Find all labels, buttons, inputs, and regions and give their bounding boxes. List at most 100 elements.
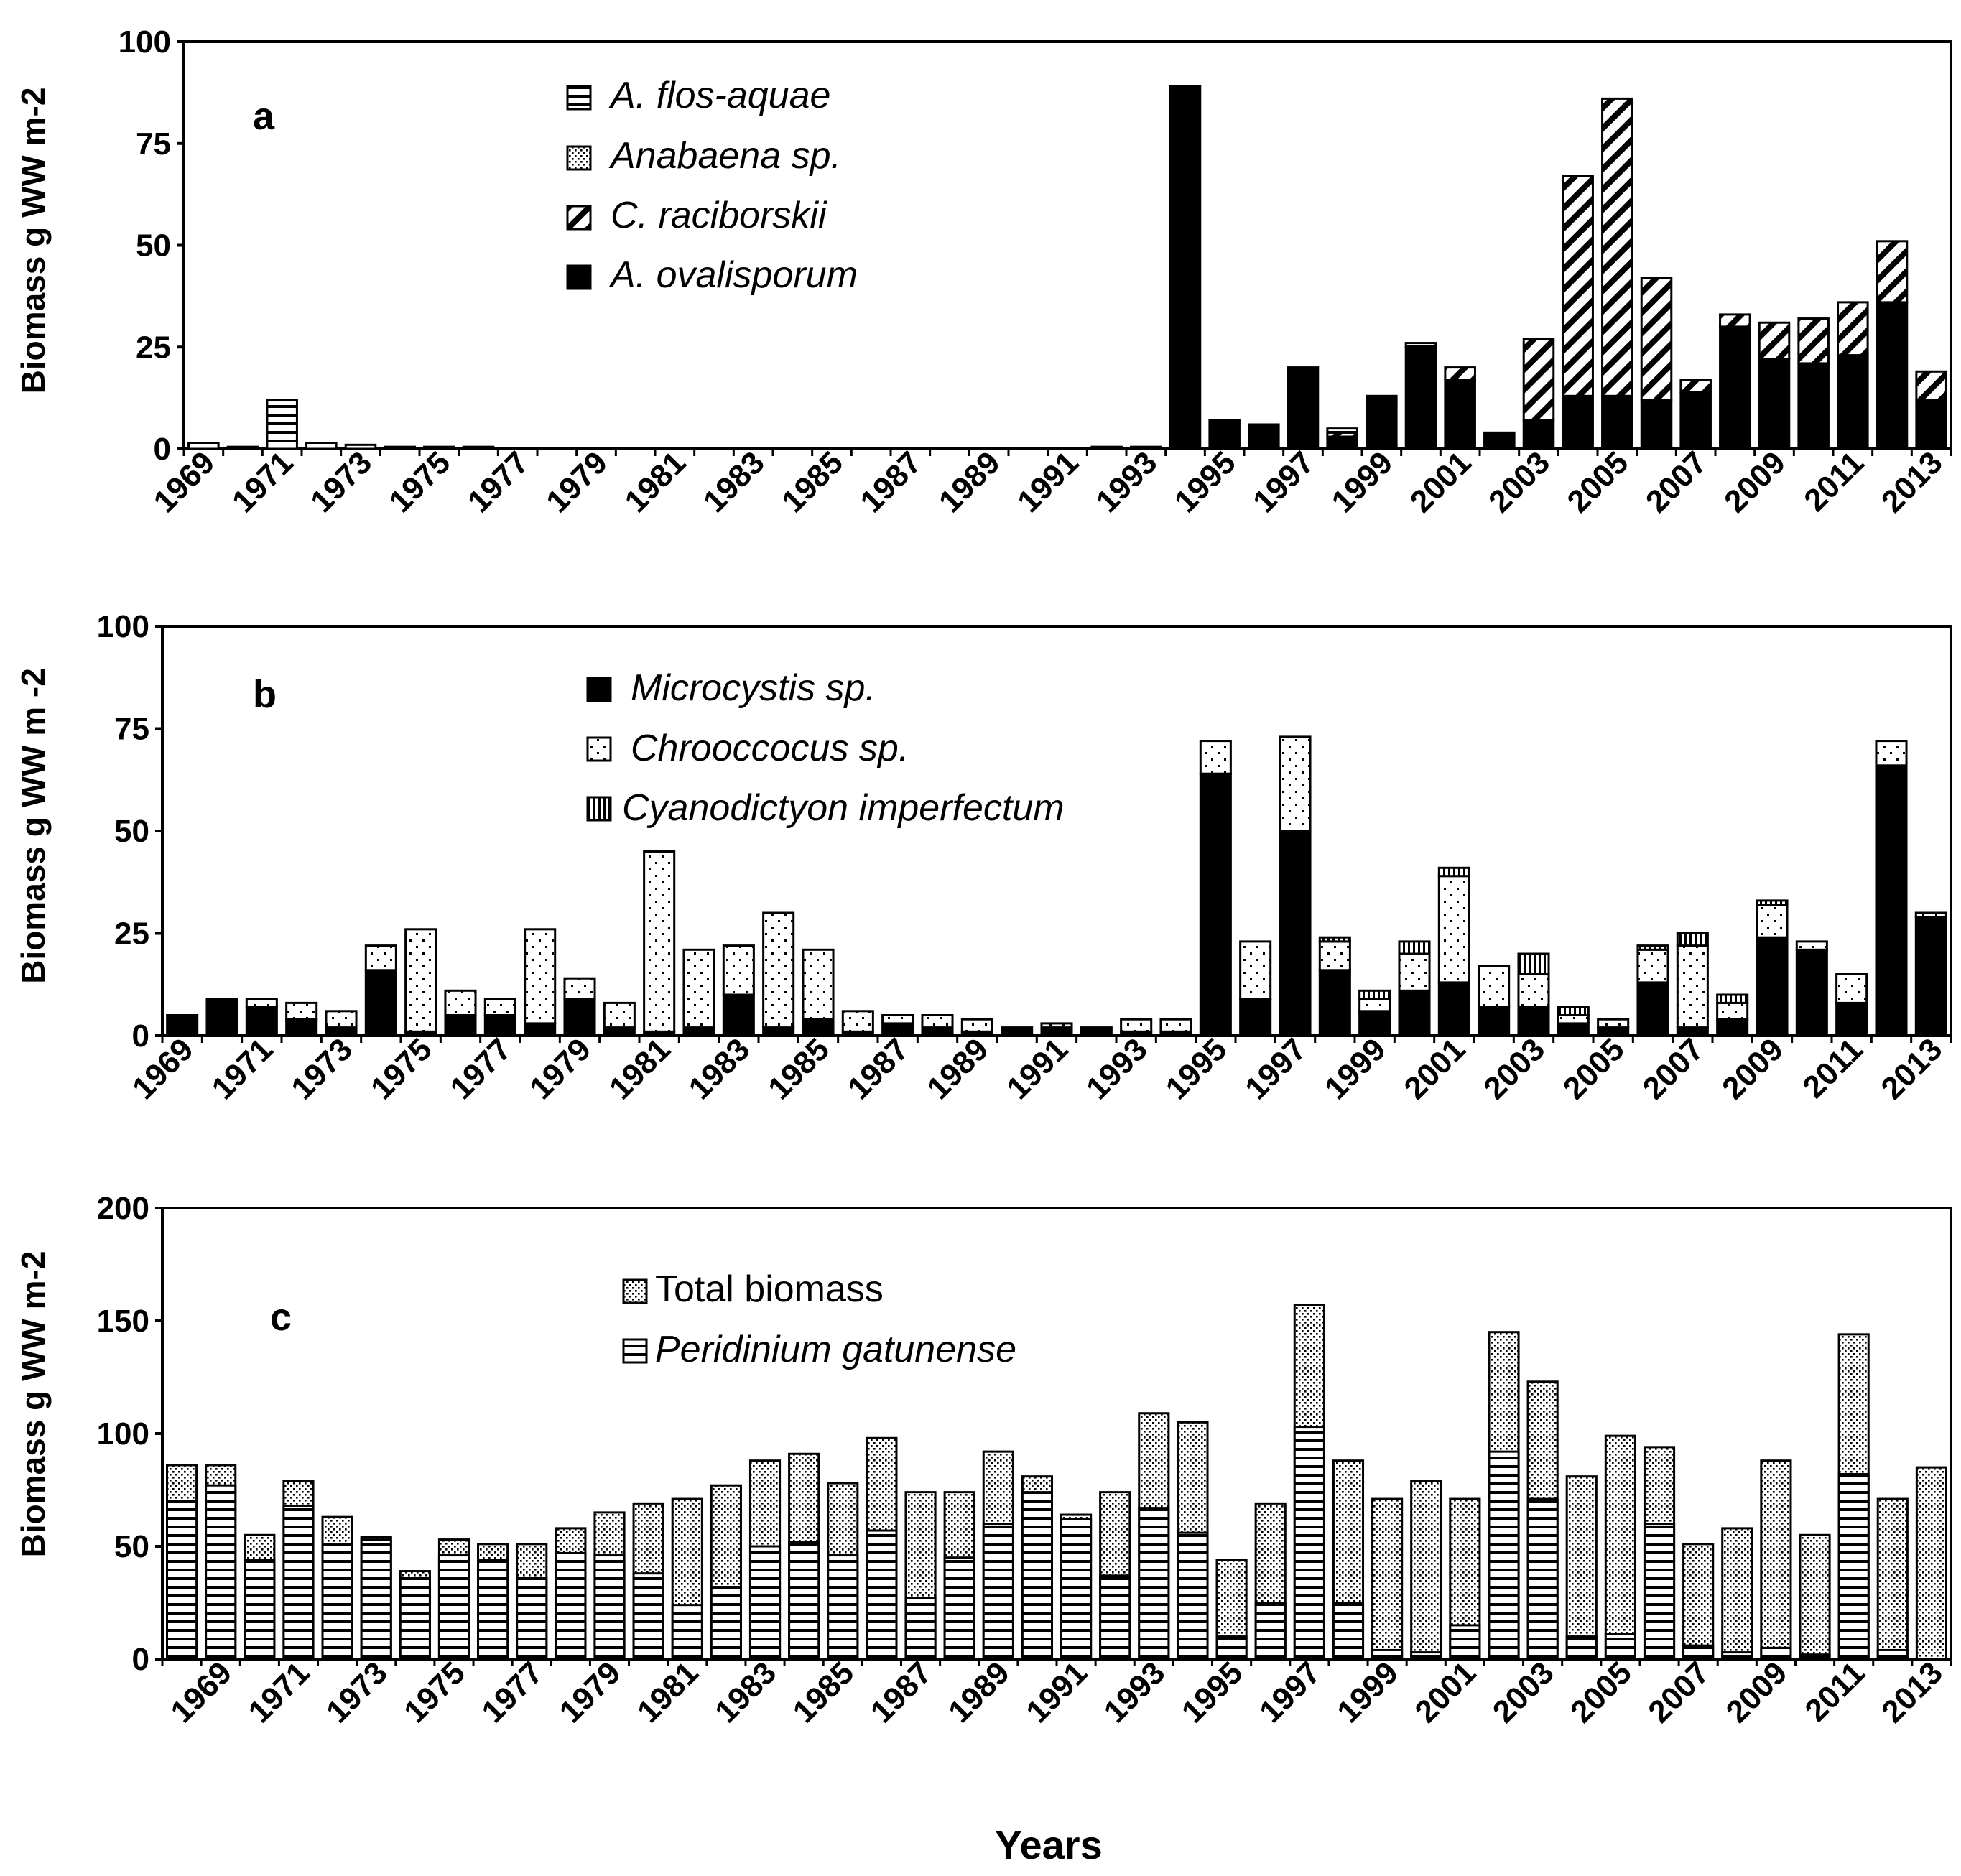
- x-tick-label: 1993: [1080, 1031, 1154, 1106]
- bar-segment: [305, 441, 338, 450]
- bar-segment: [444, 989, 477, 1017]
- x-tick-label: 1973: [284, 1031, 359, 1106]
- bar-segment: [1835, 1001, 1868, 1037]
- x-tick-label: 2005: [1561, 445, 1636, 519]
- bar-component: [1604, 1633, 1636, 1661]
- bar-component: [1449, 1624, 1481, 1661]
- bar-total: [1682, 1543, 1715, 1661]
- bar-component: [399, 1577, 431, 1661]
- x-tick-label: 2001: [1398, 1031, 1473, 1106]
- legend-swatch-total-biomass: [622, 1278, 648, 1304]
- bar-component: [1488, 1450, 1520, 1661]
- bar-segment: [524, 1022, 557, 1037]
- bar-segment: [1318, 940, 1351, 972]
- bar-segment: [1640, 277, 1673, 401]
- bar-segment: [1557, 1014, 1590, 1025]
- bar-total: [1371, 1497, 1404, 1661]
- bar-component: [437, 1554, 470, 1661]
- bar-segment: [841, 1010, 874, 1033]
- x-tick-label: 1991: [1011, 445, 1085, 519]
- bar-segment: [1557, 1022, 1590, 1037]
- legend-label-cyanodictyon: Cyanodictyon imperfectum: [622, 787, 1065, 829]
- y-tick-label: 50: [114, 1529, 149, 1564]
- y-tick-label: 50: [136, 228, 171, 264]
- x-tick-label: 1977: [444, 1031, 519, 1106]
- bar-component: [1410, 1651, 1442, 1661]
- x-tick-label: 1991: [1000, 1031, 1075, 1106]
- bar-segment: [563, 977, 596, 1000]
- bar-component: [827, 1554, 859, 1661]
- x-tick-label: 1975: [364, 1031, 439, 1106]
- bar-segment: [1517, 973, 1550, 1008]
- bar-segment: [1716, 1018, 1749, 1037]
- bar-segment: [1676, 944, 1709, 1029]
- bar-component: [1526, 1497, 1559, 1661]
- x-tick-label: 1997: [1238, 1031, 1313, 1106]
- x-tick-label: 1981: [618, 445, 693, 519]
- bar-segment: [1517, 952, 1550, 975]
- bar-total: [1915, 1466, 1948, 1661]
- bar-component: [1254, 1602, 1287, 1661]
- x-tick-label: 2005: [1557, 1031, 1631, 1106]
- bar-segment: [1239, 940, 1272, 1000]
- y-tick-label: 75: [136, 126, 171, 162]
- x-tick-label: 1979: [553, 1655, 628, 1729]
- bar-segment: [1517, 1006, 1550, 1037]
- bar-component: [1799, 1653, 1831, 1661]
- bar-segment: [1756, 899, 1789, 906]
- legend-label-a-ovalisporum: A. ovalisporum: [608, 254, 858, 296]
- bar-segment: [1557, 1006, 1590, 1016]
- bar-segment: [1478, 965, 1511, 1008]
- x-tick-label: 1997: [1246, 445, 1321, 519]
- bar-segment: [762, 1026, 795, 1037]
- x-tick-label: 2009: [1715, 1031, 1790, 1106]
- x-tick-label: 2013: [1875, 445, 1950, 519]
- bar-segment: [1797, 317, 1830, 365]
- bar-segment: [1001, 1026, 1034, 1037]
- x-tick-label: 2013: [1875, 1655, 1950, 1729]
- x-tick-label: 1989: [942, 1655, 1016, 1729]
- x-tick-label: 1985: [761, 1031, 836, 1106]
- bar-segment: [205, 998, 238, 1037]
- bar-segment: [1199, 772, 1232, 1037]
- bar-component: [205, 1484, 237, 1661]
- x-tick-label: 2003: [1482, 445, 1557, 519]
- bar-segment: [1716, 993, 1749, 1004]
- bar-segment: [226, 445, 259, 450]
- bar-segment: [1875, 764, 1908, 1037]
- bar-segment: [1837, 354, 1869, 450]
- bar-segment: [1358, 1010, 1391, 1037]
- y-tick-label: 100: [97, 1416, 149, 1452]
- bar-segment: [1562, 394, 1594, 450]
- x-tick-label: 2013: [1875, 1031, 1950, 1106]
- bar-segment: [364, 969, 397, 1037]
- bar-segment: [802, 1018, 835, 1037]
- bar-segment: [1676, 932, 1709, 947]
- x-tick-label: 2001: [1409, 1655, 1483, 1729]
- bar-segment: [1199, 740, 1232, 775]
- bar-segment: [1756, 904, 1789, 939]
- x-tick-label: 1981: [603, 1031, 677, 1106]
- y-tick-label: 25: [136, 330, 171, 365]
- legend-c: Total biomass Peridinium gatunense: [622, 1268, 1016, 1370]
- x-tick-label: 2009: [1720, 1655, 1794, 1729]
- bar-component: [866, 1529, 898, 1661]
- y-tick-label: 150: [97, 1304, 149, 1339]
- bar-segment: [1326, 435, 1358, 450]
- bar-segment: [1915, 370, 1947, 401]
- bar-segment: [1437, 981, 1470, 1037]
- bar-segment: [1719, 313, 1751, 328]
- bar-segment: [524, 928, 557, 1025]
- legend-label-peridinium: Peridinium gatunense: [655, 1329, 1016, 1370]
- bar-segment: [285, 1018, 318, 1037]
- x-tick-label: 1971: [226, 445, 300, 519]
- chart-panel-c: 200 150 100 50 0 1969 1971 1973 1975 1977 1979 1981…: [97, 1191, 1952, 1729]
- y-tick-label: 0: [132, 1642, 149, 1677]
- bar-component: [1099, 1574, 1131, 1661]
- x-tick-label: 2007: [1641, 1655, 1716, 1729]
- bar-segment: [1404, 342, 1437, 348]
- x-tick-label: 1987: [854, 445, 929, 519]
- bar-segment: [1437, 875, 1470, 984]
- legend-label-total-biomass: Total biomass: [655, 1268, 884, 1310]
